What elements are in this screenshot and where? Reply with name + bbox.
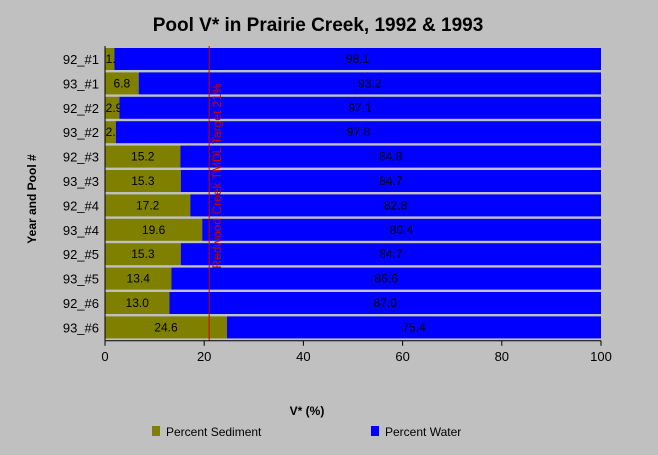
category-label: 92_#2: [63, 101, 99, 116]
bar-water-7: [202, 218, 601, 241]
bar-water-5: [180, 170, 601, 192]
bar-water-1: [138, 72, 601, 95]
bars-layer: 1.9 98.16.8 93.22.9 97.12.2 97.815.2 84.815.3…: [105, 48, 602, 339]
data-label: 15.3: [131, 174, 155, 188]
legend: Percent Sediment Percent Water: [152, 425, 461, 439]
data-label: 13.0: [126, 296, 150, 310]
category-label: 93_#2: [63, 125, 99, 140]
bar-sediment-3: [105, 121, 116, 144]
x-tick-label: 80: [495, 349, 509, 364]
legend-label-water: Percent Water: [385, 425, 461, 439]
bar-water-10: [169, 292, 602, 314]
category-label: 93_#3: [63, 174, 99, 189]
data-label: 98.1: [346, 52, 370, 66]
category-label: 92_#1: [63, 52, 99, 67]
data-label: 84.7: [379, 247, 403, 261]
bar-sediment-4: [105, 145, 181, 168]
bar-sediment-5: [105, 170, 181, 192]
data-label: 6.8: [114, 76, 131, 90]
data-label: 75.4: [402, 320, 426, 334]
category-label: 92_#6: [63, 296, 99, 311]
reference-line-label: Redwood Creek TMDL Target 21%: [210, 83, 224, 269]
bar-water-3: [115, 121, 602, 144]
x-tick-label: 20: [197, 349, 211, 364]
data-label: 15.2: [131, 150, 155, 164]
data-label: 15.3: [131, 247, 155, 261]
data-label: 13.4: [127, 272, 151, 286]
legend-swatch-water: [371, 426, 379, 436]
category-label: 92_#4: [63, 198, 99, 213]
data-label: 97.8: [347, 125, 371, 139]
bar-sediment-1: [105, 72, 139, 95]
bar-sediment-0: [105, 48, 115, 70]
data-label: 84.8: [379, 150, 403, 164]
category-label: 93_#1: [63, 76, 99, 91]
bar-sediment-11: [105, 316, 228, 339]
bar-water-6: [190, 194, 601, 217]
category-label: 92_#5: [63, 247, 99, 262]
data-label: 82.8: [384, 198, 408, 212]
reference-line-group: Redwood Creek TMDL Target 21%: [208, 46, 224, 341]
category-label: 92_#3: [63, 150, 99, 165]
bar-water-11: [227, 316, 602, 339]
category-labels: 92_#1 93_#1 92_#2 93_#2 92_#3 93_#3 92_#4 93_#4…: [63, 52, 99, 335]
bar-water-8: [180, 243, 601, 266]
y-axis-title: Year and Pool #: [25, 154, 39, 244]
bar-water-9: [171, 267, 602, 290]
data-label: 24.6: [154, 320, 178, 334]
bar-sediment-10: [105, 292, 170, 314]
data-label: 17.2: [136, 198, 160, 212]
category-label: 93_#4: [63, 223, 99, 238]
legend-swatch-sediment: [152, 426, 160, 436]
bar-water-4: [180, 145, 601, 168]
bar-water-0: [114, 48, 601, 70]
data-label: 19.6: [142, 223, 166, 237]
x-axis-title: V* (%): [290, 404, 325, 418]
bar-sediment-8: [105, 243, 181, 266]
category-label: 93_#6: [63, 320, 99, 335]
bar-sediment-2: [105, 96, 120, 119]
bar-sediment-6: [105, 194, 191, 217]
chart-title: Pool V* in Prairie Creek, 1992 & 1993: [153, 15, 484, 36]
x-tick-label: 0: [101, 349, 108, 364]
bar-water-2: [119, 96, 601, 119]
data-label: 80.4: [390, 223, 414, 237]
legend-label-sediment: Percent Sediment: [166, 425, 262, 439]
data-label: 2.9: [106, 101, 123, 115]
bar-sediment-9: [105, 267, 172, 290]
data-label: 93.2: [358, 76, 382, 90]
bar-sediment-7: [105, 218, 203, 241]
x-tick-label: 60: [395, 349, 409, 364]
x-tick-label: 40: [296, 349, 310, 364]
x-axis: 0 20 40 60 80 100: [101, 46, 612, 364]
data-label: 97.1: [349, 101, 373, 115]
category-label: 93_#5: [63, 272, 99, 287]
data-label: 84.7: [379, 174, 403, 188]
x-tick-label: 100: [590, 349, 612, 364]
data-label: 86.6: [375, 272, 399, 286]
data-label: 87.0: [374, 296, 398, 310]
